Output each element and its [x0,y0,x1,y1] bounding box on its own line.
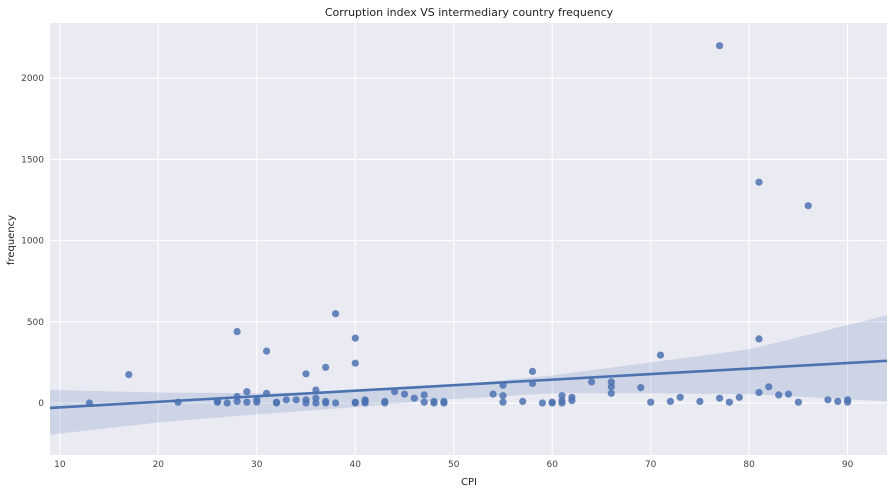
data-point [755,388,763,397]
data-point [272,399,281,407]
data-point [834,397,842,405]
data-point [528,367,537,375]
data-point [410,394,418,402]
data-point [263,347,271,355]
x-axis-label: CPI [461,477,477,488]
x-tick-label: 20 [153,460,165,470]
data-point [784,390,793,398]
y-tick-label: 0 [38,399,44,409]
y-tick-label: 1500 [21,155,44,165]
data-point [430,399,438,407]
data-point [213,398,221,406]
data-point [755,178,763,186]
x-tick-label: 30 [251,460,263,470]
plot-area [50,23,887,455]
y-tick-label: 2000 [21,74,44,84]
data-point [499,392,507,400]
data-point [538,399,547,407]
data-point [607,389,615,397]
regression-line [49,359,888,410]
confidence-band [50,315,887,435]
data-point [243,388,251,396]
data-point [735,393,743,401]
confidence-band-group [50,315,887,435]
data-point [351,399,359,407]
data-point [223,399,231,407]
data-point [725,398,734,406]
regression-line-group [49,359,888,410]
gridlines [50,23,887,455]
data-point [243,398,251,406]
data-point [568,397,576,405]
data-point [696,397,704,405]
data-point [351,359,359,367]
data-point [676,393,684,401]
data-point [233,397,241,405]
y-tick-label: 500 [27,318,44,328]
data-point [489,390,497,398]
data-point [361,399,369,407]
data-point [125,371,133,379]
data-point [558,399,566,407]
data-point [381,399,389,407]
tick-labels: 10 20 30 40 50 60 70 80 90 0 500 1000 1500 2000 [21,74,854,470]
data-point [716,42,724,50]
data-point [637,384,645,392]
data-point [716,394,724,402]
x-tick-label: 80 [743,460,755,470]
data-point [666,397,675,405]
data-point [804,202,812,210]
data-point [588,378,596,386]
data-point [420,391,428,399]
x-tick-label: 90 [842,460,854,470]
data-point [322,363,330,371]
x-tick-label: 40 [350,460,362,470]
chart-title: Corruption index VS intermediary country… [325,6,614,19]
data-point [351,334,359,342]
data-point [647,398,655,406]
data-point [794,398,803,406]
y-axis-label: frequency [6,215,17,265]
x-tick-label: 10 [54,460,66,470]
data-point [253,398,261,406]
data-point [775,391,783,399]
data-point [824,396,832,404]
data-point [656,351,665,359]
data-point [519,397,527,405]
x-tick-label: 50 [448,460,460,470]
data-point [302,370,310,378]
x-tick-label: 70 [645,460,657,470]
x-tick-label: 60 [546,460,558,470]
data-point [607,383,615,391]
data-point [765,383,773,391]
data-point [844,398,852,406]
data-point [548,399,556,407]
data-point [755,335,763,343]
data-point [499,398,507,406]
data-point [420,398,428,406]
data-point [440,399,448,407]
data-point [332,310,340,318]
data-point [302,399,310,407]
y-tick-label: 1000 [21,237,44,247]
data-point [312,399,320,407]
data-point [233,328,241,336]
data-point [282,396,290,404]
data-point [332,399,340,407]
data-point [400,390,409,398]
data-point [322,399,330,407]
data-point [292,396,300,404]
